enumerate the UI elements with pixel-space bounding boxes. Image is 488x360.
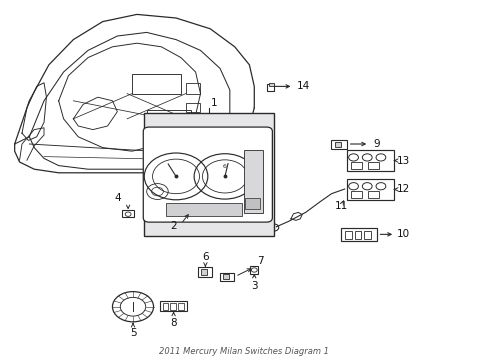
Bar	[219, 273, 234, 281]
Bar	[350, 162, 361, 169]
Text: 6: 6	[202, 252, 208, 262]
Bar	[170, 303, 176, 310]
Bar	[350, 191, 361, 198]
Bar	[122, 210, 134, 217]
Text: 10: 10	[396, 229, 409, 239]
Bar	[223, 274, 229, 279]
Bar	[266, 84, 273, 91]
Bar	[354, 231, 361, 239]
Bar	[344, 231, 351, 239]
Bar	[162, 303, 168, 310]
Bar	[346, 150, 393, 171]
Text: 2: 2	[170, 221, 177, 231]
Bar	[367, 162, 378, 169]
FancyBboxPatch shape	[143, 127, 272, 222]
Bar	[201, 269, 207, 275]
Text: 8: 8	[170, 318, 177, 328]
Text: 12: 12	[396, 184, 409, 194]
Text: 11: 11	[334, 201, 347, 211]
Bar	[160, 301, 186, 311]
Bar	[144, 113, 273, 236]
Text: 7: 7	[256, 256, 263, 266]
Text: 3: 3	[250, 281, 257, 291]
Bar	[185, 83, 199, 94]
Text: 4: 4	[114, 193, 121, 203]
Bar	[132, 74, 181, 94]
Bar	[330, 140, 346, 149]
Text: 2011 Mercury Milan Switches Diagram 1: 2011 Mercury Milan Switches Diagram 1	[159, 347, 329, 356]
Text: 6: 6	[223, 164, 226, 169]
Bar	[166, 203, 242, 216]
Bar	[334, 142, 340, 147]
Text: 13: 13	[396, 156, 409, 166]
Bar	[244, 150, 262, 213]
Text: 14: 14	[297, 81, 310, 91]
Text: 9: 9	[372, 139, 379, 149]
Bar	[250, 266, 258, 274]
Text: 1: 1	[211, 98, 218, 108]
Bar	[367, 191, 378, 198]
Bar	[185, 103, 199, 112]
Bar	[268, 83, 273, 86]
Text: 5: 5	[129, 328, 136, 338]
Bar	[245, 198, 260, 209]
Bar	[178, 303, 183, 310]
Bar	[346, 179, 393, 200]
Bar	[146, 110, 190, 130]
Bar	[364, 231, 370, 239]
Bar	[341, 228, 376, 241]
Bar	[198, 267, 211, 277]
